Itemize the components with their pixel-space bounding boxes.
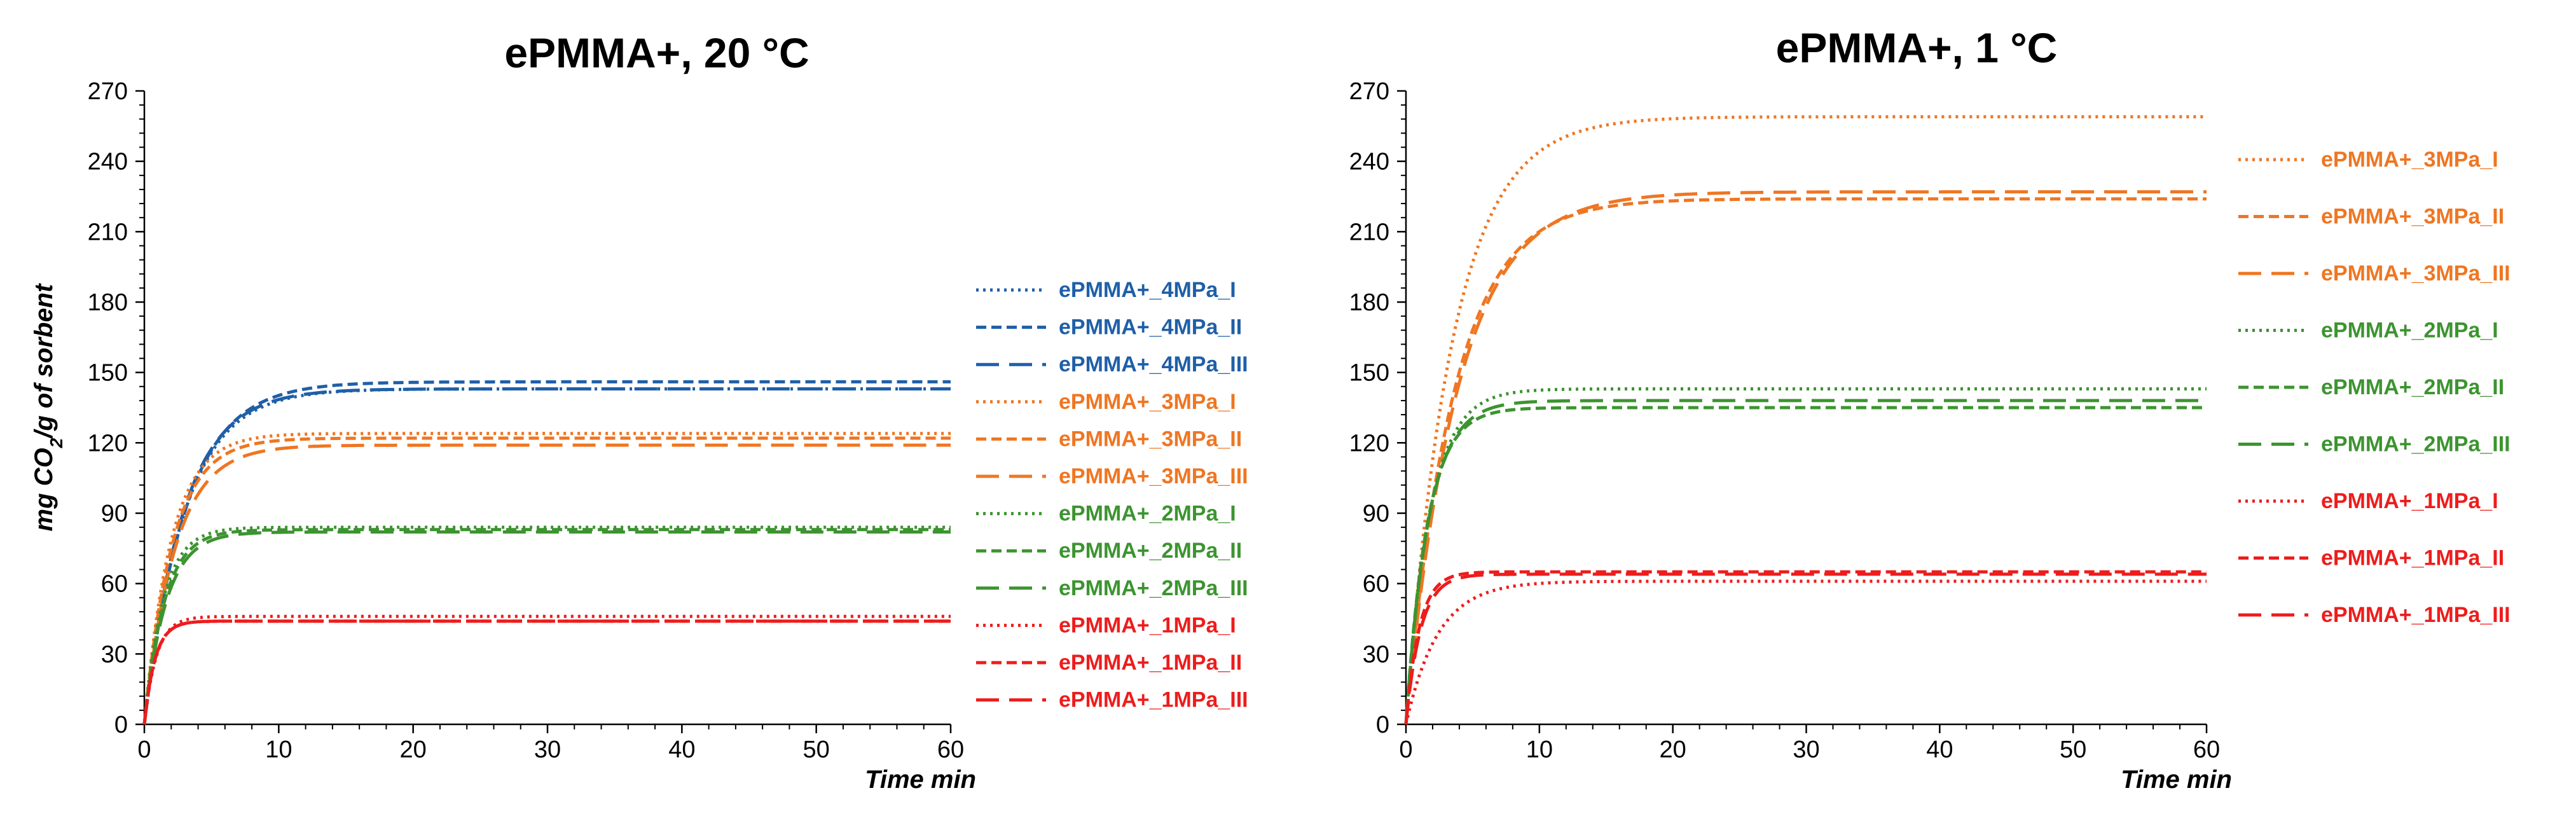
legend-label: ePMMA+_4MPa_I — [1059, 278, 1236, 302]
y-tick-label: 30 — [101, 641, 128, 668]
series-line-epmma-1mpa-i — [1404, 579, 2207, 725]
y-axis-label-prefix: mg CO — [30, 448, 58, 531]
legend-label: ePMMA+_3MPa_III — [1059, 464, 1248, 488]
x-axis-label: Time min — [865, 766, 976, 794]
x-tick-label: 20 — [400, 736, 427, 763]
legend-label: ePMMA+_2MPa_III — [2321, 432, 2511, 457]
legend-label: ePMMA+_3MPa_II — [1059, 427, 1242, 451]
legend-label: ePMMA+_2MPa_I — [1059, 502, 1236, 526]
chart-title: ePMMA+, 20 °C — [504, 29, 809, 76]
legend-label: ePMMA+_2MPa_I — [2321, 319, 2498, 343]
legend-label: ePMMA+_1MPa_III — [1059, 688, 1248, 712]
x-tick-label: 0 — [137, 736, 151, 763]
x-tick-label: 20 — [1660, 736, 1686, 763]
x-tick-label: 60 — [2193, 736, 2220, 763]
series-line-epmma-2mpa-iii — [1404, 399, 2207, 725]
series-line-epmma-3mpa-i — [142, 432, 951, 725]
series-line-epmma-3mpa-ii — [142, 436, 951, 725]
legend-label: ePMMA+_3MPa_I — [2321, 148, 2498, 172]
y-tick-label: 180 — [88, 289, 128, 316]
legend-label: ePMMA+_2MPa_II — [1059, 539, 1242, 563]
legend-label: ePMMA+_4MPa_II — [1059, 315, 1242, 340]
x-tick-label: 10 — [1526, 736, 1553, 763]
x-tick-label: 0 — [1399, 736, 1412, 763]
legend-label: ePMMA+_1MPa_I — [1059, 613, 1236, 637]
x-axis-label: Time min — [2121, 766, 2232, 794]
y-tick-label: 150 — [1349, 360, 1389, 387]
x-tick-label: 10 — [265, 736, 292, 763]
chart-1c: ePMMA+, 1 °C 0 30 60 90 120 150 180 210 240 270 0 10… — [1349, 24, 2511, 794]
series-line-epmma-3mpa-iii — [1404, 190, 2207, 725]
series-line-epmma-2mpa-i — [1404, 387, 2207, 725]
series-line-epmma-2mpa-i — [142, 525, 951, 725]
y-tick-label: 0 — [114, 712, 128, 738]
y-tick-label: 60 — [101, 571, 128, 598]
y-axis-label: mg CO2/g of sorbent — [30, 283, 66, 532]
x-tick-label: 40 — [1926, 736, 1953, 763]
y-tick-label: 240 — [88, 149, 128, 176]
legend-label: ePMMA+_2MPa_II — [2321, 375, 2504, 399]
y-tick-label: 90 — [101, 500, 128, 527]
series-line-epmma-3mpa-i — [1404, 115, 2207, 725]
y-tick-label: 240 — [1349, 149, 1389, 176]
y-tick-label: 60 — [1363, 571, 1389, 598]
y-tick-label: 120 — [1349, 430, 1389, 457]
legend-label: ePMMA+_4MPa_III — [1059, 352, 1248, 376]
legend-label: ePMMA+_3MPa_III — [2321, 261, 2511, 286]
legend-label: ePMMA+_3MPa_I — [1059, 390, 1236, 414]
x-tick-label: 60 — [937, 736, 964, 763]
y-tick-label: 120 — [88, 430, 128, 457]
series-line-epmma-4mpa-iii — [142, 387, 951, 725]
x-tick-label: 40 — [668, 736, 695, 763]
x-tick-label: 50 — [2060, 736, 2086, 763]
series-line-epmma-1mpa-i — [142, 614, 951, 725]
y-axis-label-subscript: 2 — [46, 438, 66, 448]
y-tick-label: 90 — [1363, 500, 1389, 527]
legend-label: ePMMA+_3MPa_II — [2321, 205, 2504, 229]
y-tick-label: 210 — [88, 219, 128, 245]
y-tick-label: 270 — [88, 78, 128, 105]
chart-title: ePMMA+, 1 °C — [1776, 24, 2058, 71]
y-tick-label: 180 — [1349, 289, 1389, 316]
y-tick-label: 0 — [1376, 712, 1389, 738]
series-line-epmma-2mpa-iii — [142, 530, 951, 725]
x-tick-label: 50 — [803, 736, 830, 763]
y-tick-label: 270 — [1349, 78, 1389, 105]
legend-label: ePMMA+_2MPa_III — [1059, 576, 1248, 600]
series-line-epmma-1mpa-iii — [142, 619, 951, 725]
series-line-epmma-1mpa-ii — [142, 619, 951, 725]
series-line-epmma-2mpa-ii — [142, 528, 951, 725]
y-tick-label: 210 — [1349, 219, 1389, 245]
y-tick-label: 150 — [88, 360, 128, 387]
legend-label: ePMMA+_1MPa_I — [2321, 489, 2498, 513]
legend-label: ePMMA+_1MPa_III — [2321, 603, 2511, 627]
legend-label: ePMMA+_1MPa_II — [1059, 651, 1242, 675]
y-axis-label-suffix: /g of sorbent — [30, 283, 58, 439]
x-tick-label: 30 — [534, 736, 561, 763]
x-tick-label: 30 — [1793, 736, 1819, 763]
legend-label: ePMMA+_1MPa_II — [2321, 546, 2504, 570]
series-line-epmma-1mpa-iii — [1404, 572, 2207, 725]
y-tick-label: 30 — [1363, 641, 1389, 668]
series-line-epmma-1mpa-ii — [1404, 570, 2207, 725]
series-line-epmma-3mpa-iii — [142, 443, 951, 725]
series-line-epmma-2mpa-ii — [1404, 406, 2207, 725]
series-line-epmma-3mpa-ii — [1404, 197, 2207, 725]
